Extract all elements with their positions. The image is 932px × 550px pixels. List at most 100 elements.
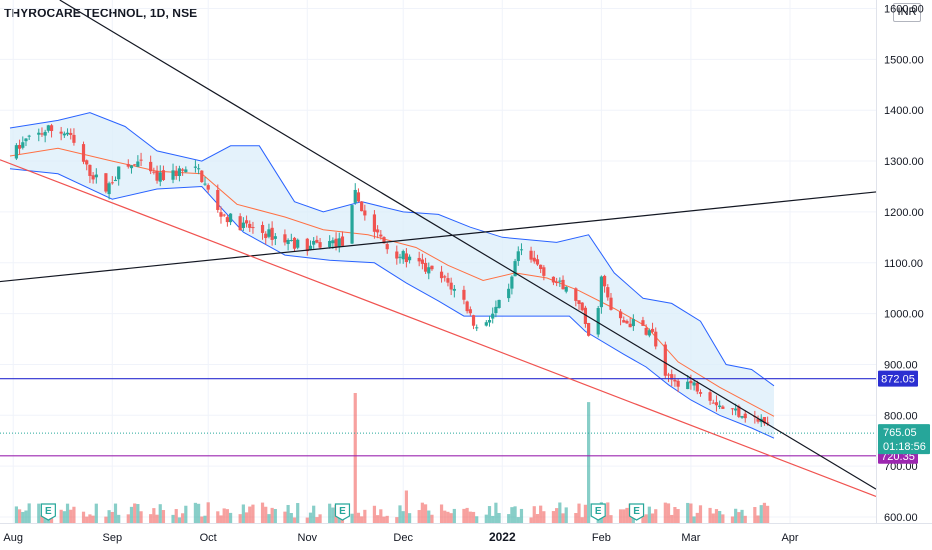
candle-body[interactable]: [465, 301, 469, 312]
candle-body[interactable]: [494, 306, 498, 314]
candle-body[interactable]: [516, 251, 520, 262]
candle-body[interactable]: [695, 382, 699, 392]
candle-body[interactable]: [161, 170, 166, 181]
candle-body[interactable]: [625, 320, 629, 324]
candle-body[interactable]: [136, 161, 140, 167]
candle-body[interactable]: [475, 327, 479, 329]
candle-body[interactable]: [177, 168, 182, 177]
candle-body[interactable]: [427, 267, 431, 274]
candle-body[interactable]: [471, 315, 476, 326]
candle-body[interactable]: [507, 288, 511, 299]
candle-body[interactable]: [72, 134, 76, 143]
candle-body[interactable]: [315, 239, 319, 243]
candle-body[interactable]: [331, 240, 335, 244]
candle-body[interactable]: [670, 374, 674, 380]
candle-body[interactable]: [609, 297, 613, 310]
candle-body[interactable]: [564, 286, 568, 292]
candle-body[interactable]: [622, 320, 626, 323]
candle-body[interactable]: [510, 276, 514, 289]
candle-body[interactable]: [43, 131, 47, 136]
candle-body[interactable]: [420, 259, 424, 264]
candle-body[interactable]: [353, 189, 357, 203]
candle-body[interactable]: [580, 302, 584, 311]
candle-body[interactable]: [107, 183, 111, 195]
candle-body[interactable]: [110, 182, 114, 184]
candle-body[interactable]: [766, 422, 770, 424]
candle-body[interactable]: [404, 253, 408, 263]
candle-body[interactable]: [740, 416, 744, 418]
candle-body[interactable]: [158, 172, 162, 182]
earnings-marker[interactable]: [40, 503, 56, 521]
candle-body[interactable]: [596, 308, 600, 335]
candle-body[interactable]: [350, 205, 354, 244]
candle-body[interactable]: [85, 160, 89, 165]
candle-body[interactable]: [730, 408, 735, 410]
candle-body[interactable]: [40, 133, 44, 135]
candle-body[interactable]: [104, 173, 108, 192]
candle-body[interactable]: [334, 238, 338, 247]
candle-body[interactable]: [734, 408, 738, 411]
candle-body[interactable]: [251, 227, 255, 229]
candle-body[interactable]: [149, 161, 153, 172]
candles[interactable]: [14, 123, 770, 427]
candle-body[interactable]: [721, 406, 725, 409]
candle-body[interactable]: [401, 251, 405, 260]
candle-body[interactable]: [81, 144, 86, 162]
earnings-marker[interactable]: [628, 503, 645, 521]
candle-body[interactable]: [155, 170, 159, 181]
trendline[interactable]: [0, 159, 877, 498]
candle-body[interactable]: [65, 132, 70, 135]
candle-body[interactable]: [519, 249, 524, 251]
candle-body[interactable]: [708, 392, 712, 401]
candle-body[interactable]: [340, 236, 345, 246]
candle-body[interactable]: [94, 174, 98, 178]
candle-body[interactable]: [618, 311, 623, 319]
candle-body[interactable]: [59, 131, 63, 134]
candle-body[interactable]: [91, 175, 95, 180]
candle-body[interactable]: [542, 267, 546, 276]
candle-body[interactable]: [663, 344, 667, 376]
trendline[interactable]: [0, 191, 877, 283]
candle-body[interactable]: [260, 225, 265, 233]
candle-body[interactable]: [296, 239, 300, 248]
candle-body[interactable]: [711, 402, 715, 404]
candle-body[interactable]: [714, 402, 719, 406]
candle-body[interactable]: [468, 309, 472, 314]
candle-body[interactable]: [513, 261, 517, 277]
candle-body[interactable]: [698, 392, 703, 394]
candle-body[interactable]: [171, 170, 175, 180]
candle-body[interactable]: [439, 271, 444, 279]
candle-body[interactable]: [692, 382, 696, 386]
candle-body[interactable]: [27, 135, 31, 137]
earnings-marker[interactable]: [334, 503, 351, 521]
candle-body[interactable]: [555, 281, 559, 284]
candle-body[interactable]: [491, 313, 495, 319]
candle-body[interactable]: [197, 168, 201, 170]
candle-body[interactable]: [462, 289, 466, 300]
candle-body[interactable]: [762, 417, 767, 424]
candle-body[interactable]: [200, 170, 204, 183]
candle-body[interactable]: [238, 216, 242, 231]
candle-body[interactable]: [398, 256, 402, 258]
candle-body[interactable]: [756, 418, 760, 422]
candle-body[interactable]: [222, 214, 226, 216]
candle-body[interactable]: [248, 223, 252, 228]
candle-body[interactable]: [241, 222, 245, 228]
candle-body[interactable]: [228, 213, 233, 223]
candle-body[interactable]: [328, 240, 332, 248]
candle-body[interactable]: [385, 244, 389, 250]
candle-body[interactable]: [449, 282, 453, 290]
candle-body[interactable]: [88, 164, 92, 176]
candle-body[interactable]: [407, 256, 412, 261]
candle-body[interactable]: [376, 229, 380, 233]
candle-body[interactable]: [654, 331, 658, 347]
candle-body[interactable]: [318, 242, 322, 248]
candle-body[interactable]: [484, 322, 488, 326]
candle-body[interactable]: [395, 251, 399, 259]
candle-body[interactable]: [647, 330, 651, 336]
candle-body[interactable]: [305, 238, 309, 252]
candle-body[interactable]: [267, 229, 271, 237]
candle-body[interactable]: [673, 379, 677, 382]
candle-body[interactable]: [606, 287, 610, 298]
